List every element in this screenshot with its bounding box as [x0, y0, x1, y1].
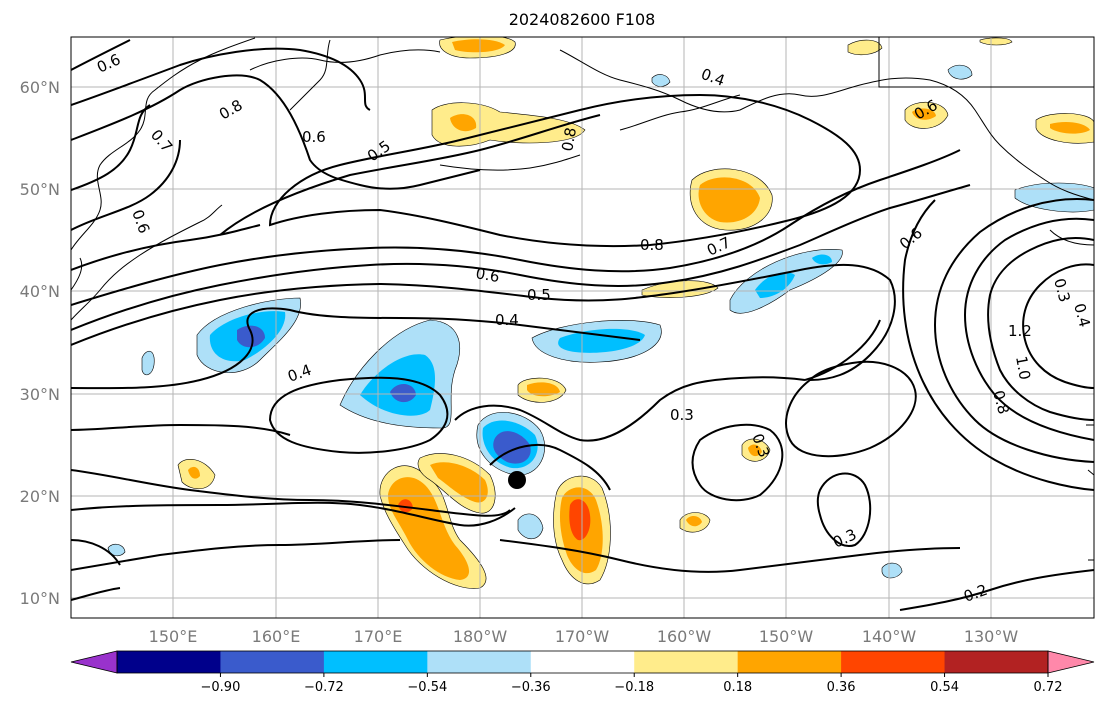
colorbar-segment: [323, 651, 428, 673]
colorbar-tick-label: 0.36: [827, 680, 856, 695]
lat-label: 10°N: [20, 589, 60, 608]
lat-label: 40°N: [20, 282, 60, 301]
contour-label: 0.3: [670, 406, 694, 424]
colorbar-tick-label: 0.54: [930, 680, 959, 695]
colorbar: −0.90 −0.72 −0.54 −0.36 −0.18 0.18 0.36 0.54 0.7…: [70, 650, 1095, 695]
lon-label: 160°W: [657, 627, 712, 646]
contour-label: 0.8: [989, 388, 1013, 416]
colorbar-segment: [427, 651, 532, 673]
contour-label: 0.3: [1050, 276, 1074, 304]
anomaly-shading: [107, 37, 1094, 589]
colorbar-segment: [634, 651, 739, 673]
colorbar-tick-label: −0.90: [201, 680, 241, 695]
lat-label: 60°N: [20, 78, 60, 97]
contour-label: 0.8: [640, 236, 664, 254]
colorbar-segments: [117, 651, 1049, 673]
lon-label: 180°W: [453, 627, 508, 646]
colorbar-tick-label: 0.72: [1034, 680, 1063, 695]
storm-center-marker: [508, 471, 526, 489]
contour-label: 0.6: [302, 128, 326, 146]
longitude-labels: 150°E 160°E 170°E 180°W 170°W 160°W 150°…: [149, 627, 1019, 646]
colorbar-tick-label: −0.72: [304, 680, 344, 695]
lon-label: 150°W: [759, 627, 814, 646]
colorbar-segment: [117, 651, 221, 673]
colorbar-ticks: −0.90 −0.72 −0.54 −0.36 −0.18 0.18 0.36 0.54 0.7…: [201, 673, 1063, 695]
contour-label: 0.4: [495, 311, 519, 329]
colorbar-extend-low: [71, 651, 117, 673]
colorbar-segment: [220, 651, 325, 673]
lon-label: 130°W: [964, 627, 1019, 646]
colorbar-tick-label: −0.54: [407, 680, 447, 695]
colorbar-tick-label: −0.36: [511, 680, 551, 695]
lon-label: 170°W: [555, 627, 610, 646]
contour-label: 0.5: [527, 286, 551, 304]
contour-label: 1.2: [1008, 322, 1032, 340]
latitude-labels: 60°N 50°N 40°N 30°N 20°N 10°N: [20, 78, 60, 608]
contour-lines: [71, 39, 1094, 611]
colorbar-extend-high: [1048, 651, 1094, 673]
lon-label: 160°E: [252, 627, 301, 646]
contour-label: 0.6: [474, 264, 501, 286]
lat-label: 50°N: [20, 180, 60, 199]
colorbar-tick-label: −0.18: [614, 680, 654, 695]
map-area: [71, 37, 1094, 618]
lon-label: 140°W: [862, 627, 917, 646]
contour-label: 0.8: [558, 126, 580, 153]
colorbar-segment: [841, 651, 946, 673]
lon-label: 150°E: [149, 627, 198, 646]
lat-label: 20°N: [20, 487, 60, 506]
colorbar-segment: [737, 651, 842, 673]
map-border: [70, 36, 1095, 619]
contour-label: 0.4: [1070, 301, 1094, 329]
colorbar-segment: [944, 651, 1049, 673]
figure-title: 2024082600 F108: [509, 10, 656, 29]
lon-label: 170°E: [354, 627, 403, 646]
lat-label: 30°N: [20, 385, 60, 404]
colorbar-segment: [530, 651, 635, 673]
contour-label: 1.0: [1012, 355, 1034, 382]
colorbar-tick-label: 0.18: [723, 680, 752, 695]
